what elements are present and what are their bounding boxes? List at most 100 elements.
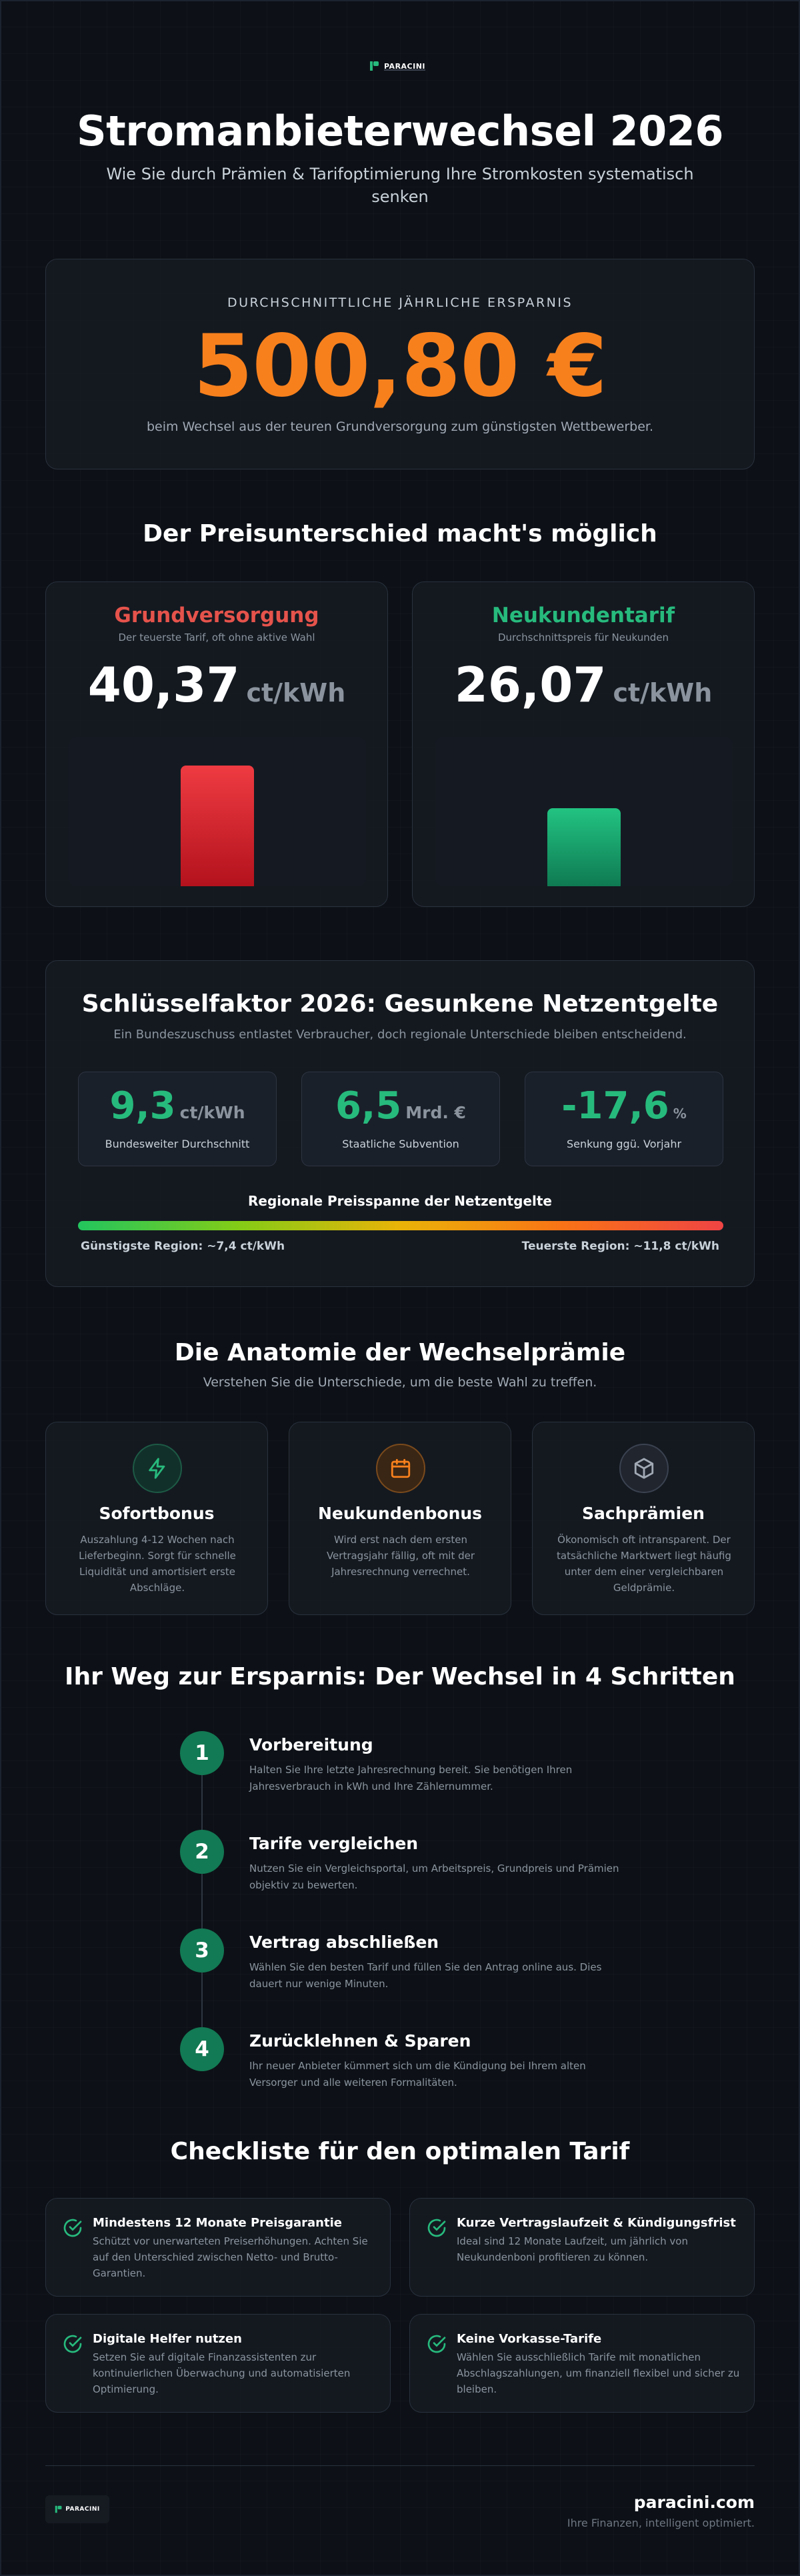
stat-average: 9,3 ct/kWh Bundesweiter Durchschnitt xyxy=(78,1072,277,1166)
range-gradient-bar xyxy=(78,1221,723,1230)
price-chart-area xyxy=(69,737,366,886)
checklist-item-title: Keine Vorkasse-Tarife xyxy=(457,2332,602,2346)
check-circle-icon xyxy=(63,2219,82,2237)
steps-connector-line xyxy=(201,1774,203,2067)
calendar-icon xyxy=(376,1444,425,1493)
price-section-title: Der Preisunterschied macht's möglich xyxy=(143,520,657,547)
checklist-item: Digitale Helfer nutzen Setzen Sie auf di… xyxy=(45,2314,391,2413)
checklist-title: Checkliste für den optimalen Tarif xyxy=(170,2138,630,2165)
checklist-item: Keine Vorkasse-Tarife Wählen Sie ausschl… xyxy=(409,2314,755,2413)
step-number: 3 xyxy=(180,1928,224,1973)
bonus-section-subtitle: Verstehen Sie die Unterschiede, um die b… xyxy=(203,1375,597,1390)
bonus-card-sofortbonus: Sofortbonus Auszahlung 4-12 Wochen nach … xyxy=(45,1422,268,1615)
price-card-value: 40,37 ct/kWh xyxy=(46,657,387,713)
range-title: Regionale Preisspanne der Netzentgelte xyxy=(248,1193,552,1209)
page-title: Stromanbieterwechsel 2026 xyxy=(76,107,724,155)
stat-label: Bundesweiter Durchschnitt xyxy=(105,1138,250,1150)
savings-value: 500,80 € xyxy=(193,317,607,416)
footer-logo-text: PARACINI xyxy=(65,2506,100,2513)
checklist-item-text: Wählen Sie ausschließlich Tarife mit mon… xyxy=(457,2351,740,2395)
price-card-value: 26,07 ct/kWh xyxy=(413,657,754,713)
stat-label: Senkung ggü. Vorjahr xyxy=(566,1138,682,1150)
bonus-text: Ökonomisch oft intransparent. Der tatsäc… xyxy=(557,1534,731,1594)
price-chart-area xyxy=(435,737,733,886)
step-item: 3 Vertrag abschließen Wählen Sie den bes… xyxy=(180,1928,647,2009)
footer-divider xyxy=(45,2465,755,2466)
page-subtitle: Wie Sie durch Prämien & Tarifoptimierung… xyxy=(106,165,694,206)
stat-reduction: -17,6% Senkung ggü. Vorjahr xyxy=(525,1072,723,1166)
range-high-label: Teuerste Region: ~11,8 ct/kWh xyxy=(521,1240,719,1253)
box-icon xyxy=(619,1444,669,1493)
step-item: 1 Vorbereitung Halten Sie Ihre letzte Ja… xyxy=(180,1731,647,1811)
price-card-title: Grundversorgung xyxy=(114,603,319,627)
checklist-item-text: Schützt vor unerwarteten Preiserhöhungen… xyxy=(93,2235,368,2279)
price-value-unit: ct/kWh xyxy=(246,678,346,708)
checklist-item: Kurze Vertragslaufzeit & Kündigungsfrist… xyxy=(409,2198,755,2297)
netzentgelte-subtitle: Ein Bundeszuschuss entlastet Verbraucher… xyxy=(113,1028,687,1042)
brand-logo[interactable]: PARACINI xyxy=(369,55,431,77)
stat-unit: ct/kWh xyxy=(179,1103,245,1122)
bonus-text: Wird erst nach dem ersten Vertragsjahr f… xyxy=(326,1534,475,1578)
check-circle-icon xyxy=(427,2219,446,2237)
stat-label: Staatliche Subvention xyxy=(342,1138,459,1150)
checklist-item-title: Digitale Helfer nutzen xyxy=(93,2332,242,2346)
bonus-title: Neukundenbonus xyxy=(317,1504,483,1523)
step-number: 1 xyxy=(180,1731,224,1775)
bonus-text: Auszahlung 4-12 Wochen nach Lieferbeginn… xyxy=(79,1534,236,1594)
savings-note: beim Wechsel aus der teuren Grundversorg… xyxy=(147,419,653,434)
netzentgelte-card: Schlüsselfaktor 2026: Gesunkene Netzentg… xyxy=(45,960,755,1287)
netzentgelte-title: Schlüsselfaktor 2026: Gesunkene Netzentg… xyxy=(81,990,719,1018)
logo-text: PARACINI xyxy=(384,61,426,71)
footer-brand-link[interactable]: paracini.com xyxy=(633,2493,755,2512)
step-text: Ihr neuer Anbieter kümmert sich um die K… xyxy=(249,2060,586,2089)
step-number: 4 xyxy=(180,2027,224,2071)
step-number: 2 xyxy=(180,1830,224,1874)
step-text: Halten Sie Ihre letzte Jahresrechnung be… xyxy=(249,1764,573,1792)
price-value-number: 26,07 xyxy=(454,657,607,713)
checklist-item-text: Setzen Sie auf digitale Finanzassistente… xyxy=(93,2351,351,2395)
stat-value: 6,5 xyxy=(335,1084,402,1128)
check-circle-icon xyxy=(427,2335,446,2353)
price-card-title: Neukundentarif xyxy=(491,603,675,627)
range-low-label: Günstigste Region: ~7,4 ct/kWh xyxy=(81,1240,285,1253)
step-text: Wählen Sie den besten Tarif und füllen S… xyxy=(249,1961,602,1990)
step-title: Vorbereitung xyxy=(249,1735,373,1754)
checklist-item-text: Ideal sind 12 Monate Laufzeit, um jährli… xyxy=(457,2235,688,2263)
checklist-item-title: Kurze Vertragslaufzeit & Kündigungsfrist xyxy=(457,2216,736,2230)
lightning-icon xyxy=(133,1444,182,1493)
step-item: 2 Tarife vergleichen Nutzen Sie ein Verg… xyxy=(180,1830,647,1910)
steps-section-title: Ihr Weg zur Ersparnis: Der Wechsel in 4 … xyxy=(65,1663,735,1690)
stat-unit: Mrd. € xyxy=(405,1103,466,1122)
price-card-grundversorgung: Grundversorgung Der teuerste Tarif, oft … xyxy=(45,581,388,907)
step-text: Nutzen Sie ein Vergleichsportal, um Arbe… xyxy=(249,1862,619,1891)
bonus-card-neukundenbonus: Neukundenbonus Wird erst nach dem ersten… xyxy=(289,1422,511,1615)
checklist-item-title: Mindestens 12 Monate Preisgarantie xyxy=(93,2216,342,2230)
step-item: 4 Zurücklehnen & Sparen Ihr neuer Anbiet… xyxy=(180,2027,647,2107)
step-title: Vertrag abschließen xyxy=(249,1933,439,1952)
stat-unit: % xyxy=(673,1106,687,1122)
savings-label: DURCHSCHNITTLICHE JÄHRLICHE ERSPARNIS xyxy=(227,295,573,310)
stat-value: 9,3 xyxy=(109,1084,176,1128)
checklist-item: Mindestens 12 Monate Preisgarantie Schüt… xyxy=(45,2198,391,2297)
price-value-number: 40,37 xyxy=(87,657,240,713)
footer-tagline: Ihre Finanzen, intelligent optimiert. xyxy=(567,2517,755,2529)
price-card-subtitle: Durchschnittspreis für Neukunden xyxy=(498,631,669,643)
stat-value: -17,6 xyxy=(561,1084,669,1128)
bonus-section-title: Die Anatomie der Wechselprämie xyxy=(174,1339,626,1366)
step-title: Zurücklehnen & Sparen xyxy=(249,2031,471,2051)
footer-logo[interactable]: PARACINI xyxy=(45,2495,109,2523)
price-value-unit: ct/kWh xyxy=(613,678,713,708)
price-card-subtitle: Der teuerste Tarif, oft ohne aktive Wahl xyxy=(118,631,315,643)
bonus-card-sachpraemien: Sachprämien Ökonomisch oft intransparent… xyxy=(532,1422,755,1615)
bonus-title: Sachprämien xyxy=(582,1504,705,1523)
price-bar-grundversorgung xyxy=(181,766,254,886)
logo-mark-icon xyxy=(55,2505,62,2513)
check-circle-icon xyxy=(63,2335,82,2353)
step-title: Tarife vergleichen xyxy=(249,1834,419,1853)
stat-subsidy: 6,5 Mrd. € Staatliche Subvention xyxy=(301,1072,500,1166)
logo-underline xyxy=(384,69,425,71)
logo-mark-icon xyxy=(370,61,379,71)
price-bar-neukundentarif xyxy=(547,808,621,886)
savings-card: DURCHSCHNITTLICHE JÄHRLICHE ERSPARNIS 50… xyxy=(45,259,755,469)
